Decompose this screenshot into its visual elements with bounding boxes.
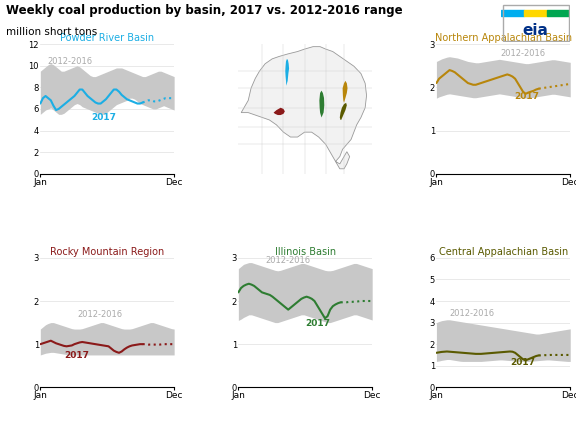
Polygon shape — [274, 108, 285, 115]
Polygon shape — [340, 103, 347, 120]
Polygon shape — [319, 91, 324, 117]
Polygon shape — [241, 47, 366, 169]
Title: Central Appalachian Basin: Central Appalachian Basin — [439, 247, 568, 257]
Text: 2017: 2017 — [305, 319, 330, 328]
Title: Illinois Basin: Illinois Basin — [275, 247, 336, 257]
Polygon shape — [285, 59, 289, 86]
Title: Powder River Basin: Powder River Basin — [60, 33, 154, 43]
Text: 2012-2016: 2012-2016 — [78, 310, 123, 319]
Bar — [501, 10, 524, 16]
Bar — [524, 10, 547, 16]
Bar — [547, 10, 570, 16]
Text: 2012-2016: 2012-2016 — [265, 256, 310, 266]
Title: Northern Appalachian Basin: Northern Appalachian Basin — [435, 33, 572, 43]
Text: million short tons: million short tons — [6, 27, 97, 37]
Text: 2017: 2017 — [91, 113, 116, 122]
Text: Weekly coal production by basin, 2017 vs. 2012-2016 range: Weekly coal production by basin, 2017 vs… — [6, 4, 403, 17]
Text: 2017: 2017 — [65, 351, 89, 360]
Title: Rocky Mountain Region: Rocky Mountain Region — [50, 247, 164, 257]
Polygon shape — [343, 81, 347, 103]
Text: 2017: 2017 — [510, 358, 535, 367]
Text: 2012-2016: 2012-2016 — [450, 309, 495, 318]
Text: 2012-2016: 2012-2016 — [501, 49, 546, 58]
Text: eia: eia — [523, 23, 548, 38]
Text: 2017: 2017 — [514, 93, 539, 101]
Text: 2012-2016: 2012-2016 — [47, 57, 92, 66]
